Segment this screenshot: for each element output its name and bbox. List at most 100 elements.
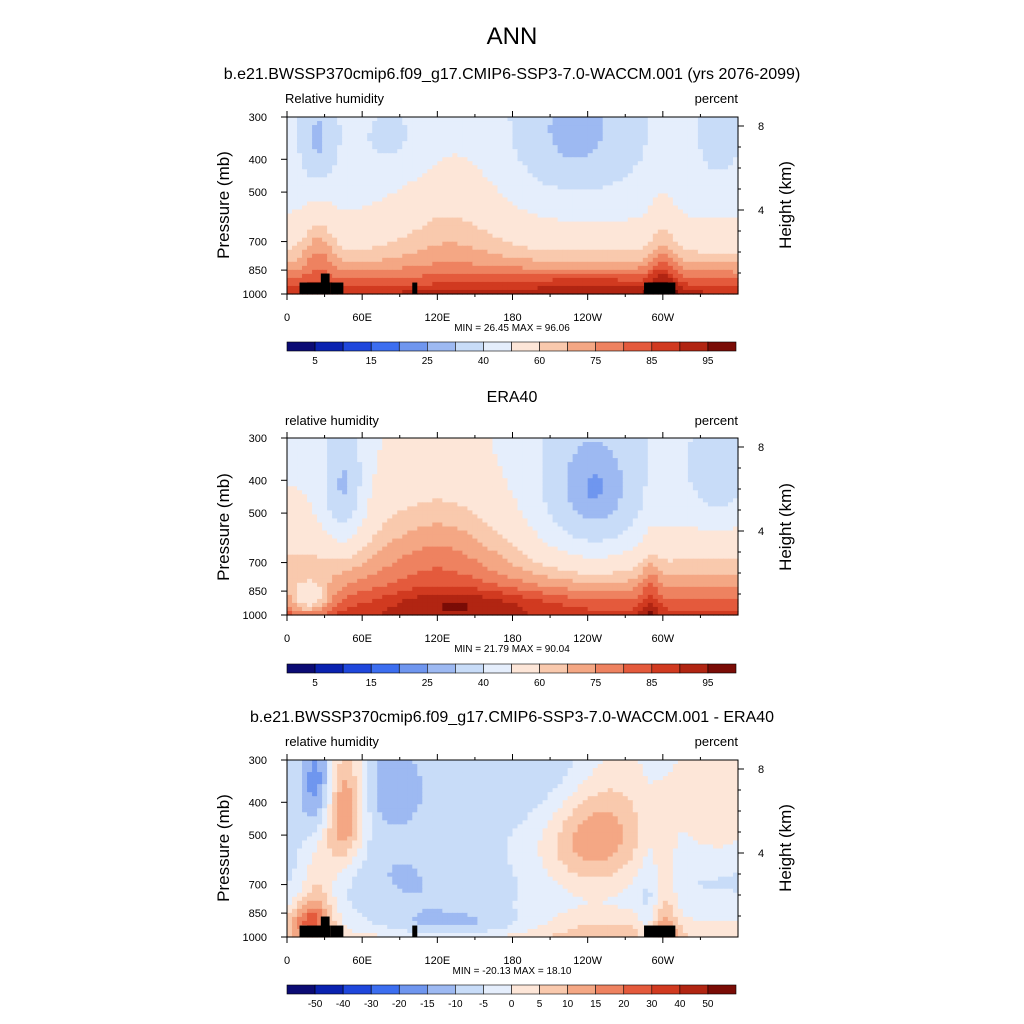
contour-cell	[597, 458, 604, 463]
contour-cell	[577, 117, 584, 122]
contour-cell	[617, 213, 624, 219]
contour-cell	[522, 281, 529, 287]
contour-cell	[377, 285, 383, 291]
contour-cell	[452, 137, 458, 142]
contour-cell	[732, 454, 739, 459]
contour-cell	[677, 125, 684, 130]
contour-cell	[317, 229, 323, 235]
contour-cell	[482, 229, 489, 235]
contour-cell	[672, 281, 679, 287]
contour-cell	[512, 197, 519, 203]
contour-cell	[477, 462, 484, 467]
contour-cell	[392, 125, 398, 130]
contour-cell	[647, 137, 654, 142]
contour-cell	[332, 245, 338, 251]
contour-cell	[347, 229, 353, 235]
contour-cell	[332, 221, 338, 227]
contour-cell	[687, 446, 694, 451]
contour-cell	[722, 285, 729, 291]
contour-cell	[497, 474, 504, 479]
contour-cell	[322, 185, 328, 191]
left-label: relative humidity	[285, 413, 379, 428]
contour-cell	[607, 157, 614, 162]
contour-cell	[707, 462, 714, 467]
contour-cell	[477, 181, 484, 186]
contour-cell	[392, 133, 398, 138]
contour-cell	[457, 153, 463, 158]
contour-cell	[587, 201, 594, 207]
contour-cell	[367, 193, 373, 199]
contour-cell	[497, 173, 504, 178]
contour-cell	[692, 177, 699, 182]
contour-cell	[697, 470, 704, 475]
contour-cell	[697, 201, 704, 207]
contour-cell	[562, 281, 569, 287]
contour-cell	[382, 289, 388, 295]
contour-cell	[462, 478, 468, 483]
contour-cell	[357, 269, 363, 275]
contour-cell	[712, 281, 719, 287]
contour-cell	[552, 213, 559, 219]
contour-cell	[562, 249, 569, 255]
contour-cell	[517, 213, 524, 219]
contour-cell	[357, 161, 363, 166]
contour-cell	[652, 185, 659, 191]
contour-cell	[727, 149, 734, 154]
contour-cell	[592, 454, 599, 459]
contour-cell	[712, 237, 719, 243]
contour-cell	[347, 438, 353, 443]
contour-cell	[402, 285, 408, 291]
contour-cell	[622, 197, 629, 203]
contour-cell	[522, 161, 529, 166]
contour-cell	[362, 462, 368, 467]
contour-cell	[402, 189, 408, 195]
contour-cell	[562, 165, 569, 170]
contour-cell	[377, 458, 383, 463]
contour-cell	[717, 273, 724, 279]
contour-cell	[467, 189, 474, 195]
contour-cell	[577, 221, 584, 227]
contour-cell	[322, 269, 328, 275]
contour-cell	[477, 265, 484, 271]
contour-cell	[672, 133, 679, 138]
contour-cell	[552, 249, 559, 255]
contour-cell	[397, 245, 403, 251]
contour-cell	[607, 153, 614, 158]
contour-cell	[412, 249, 418, 255]
contour-cell	[537, 245, 544, 251]
contour-cell	[647, 197, 654, 203]
contour-cell	[587, 237, 594, 243]
contour-cell	[592, 117, 599, 122]
contour-cell	[482, 213, 489, 219]
contour-cell	[517, 121, 524, 126]
contour-cell	[392, 277, 398, 283]
contour-cell	[692, 129, 699, 134]
contour-cell	[302, 241, 308, 247]
contour-cell	[592, 225, 599, 231]
contour-cell	[657, 145, 664, 150]
contour-cell	[707, 189, 714, 195]
contour-cell	[357, 201, 363, 207]
contour-cell	[612, 249, 619, 255]
contour-cell	[682, 141, 689, 146]
contour-cell	[377, 249, 383, 255]
contour-cell	[627, 153, 634, 158]
contour-cell	[722, 185, 729, 191]
contour-cell	[472, 133, 479, 138]
x-tick-label: 0	[284, 312, 290, 324]
contour-cell	[582, 265, 589, 271]
contour-cell	[382, 201, 388, 207]
contour-cell	[407, 277, 413, 283]
contour-cell	[352, 129, 358, 134]
contour-cell	[677, 153, 684, 158]
contour-cell	[667, 213, 674, 219]
contour-cell	[522, 221, 529, 227]
contour-cell	[622, 462, 629, 467]
contour-cell	[432, 177, 438, 182]
contour-cell	[562, 185, 569, 191]
contour-cell	[287, 205, 293, 211]
contour-cell	[332, 450, 338, 455]
contour-cell	[712, 145, 719, 150]
contour-cell	[697, 197, 704, 203]
contour-cell	[412, 117, 418, 122]
